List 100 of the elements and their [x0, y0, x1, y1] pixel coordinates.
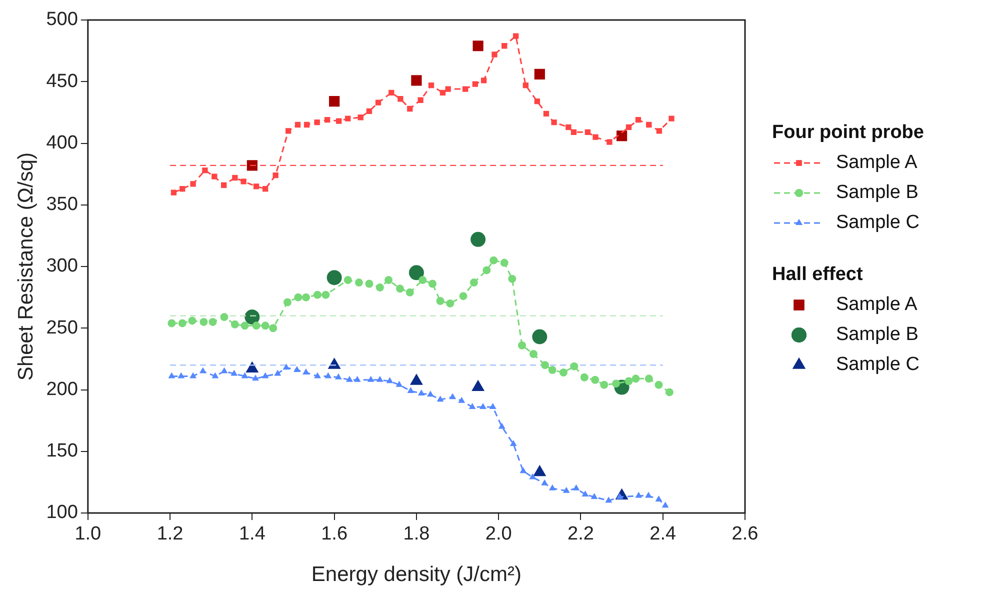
point: [498, 422, 506, 429]
y-tick-label: 200: [46, 378, 78, 400]
point: [582, 490, 589, 497]
point: [334, 373, 342, 380]
point: [624, 377, 633, 386]
x-tick-label: 1.0: [74, 524, 102, 545]
point: [534, 68, 545, 80]
point: [428, 82, 434, 88]
point: [489, 403, 496, 410]
x-tick-label: 2.2: [568, 524, 594, 545]
point: [367, 376, 374, 382]
x-tick-label: 1.8: [403, 524, 430, 545]
point: [212, 372, 219, 378]
point: [662, 502, 669, 508]
point: [543, 110, 550, 116]
y-tick-label: 150: [46, 440, 78, 462]
point: [468, 403, 476, 410]
y-tick-label: 300: [46, 256, 78, 277]
y-tick-label: 450: [46, 70, 78, 92]
point: [202, 168, 208, 174]
point: [180, 186, 186, 192]
point: [440, 90, 446, 96]
point: [656, 128, 662, 134]
point: [324, 372, 332, 378]
y-tick-label: 400: [46, 132, 78, 154]
point: [580, 373, 588, 382]
point: [386, 377, 394, 384]
point: [654, 380, 663, 389]
point: [407, 106, 413, 112]
point: [304, 122, 310, 128]
point: [232, 174, 238, 181]
point: [570, 362, 578, 370]
point: [246, 361, 259, 373]
point: [366, 108, 372, 114]
point: [346, 376, 353, 382]
legend-label: Sample A: [836, 294, 918, 316]
point: [345, 116, 351, 122]
point: [262, 186, 268, 192]
point: [326, 270, 342, 286]
point: [302, 368, 310, 374]
point: [388, 90, 394, 96]
point: [302, 293, 310, 302]
point: [274, 370, 282, 376]
legend-label: Sample C: [836, 354, 920, 376]
point: [592, 134, 598, 140]
point: [635, 117, 642, 123]
point: [282, 364, 290, 370]
point: [293, 366, 300, 372]
y-axis-title: Sheet Resistance (Ω/sq): [14, 152, 38, 381]
point: [612, 380, 620, 388]
point: [408, 265, 424, 280]
point: [436, 297, 444, 306]
point: [354, 278, 363, 287]
point: [540, 361, 549, 370]
point: [384, 276, 393, 284]
y-tick-label: 350: [46, 194, 78, 216]
point: [285, 128, 292, 134]
point: [208, 318, 217, 326]
point: [449, 393, 456, 400]
point: [314, 372, 321, 378]
point: [480, 78, 487, 84]
point: [548, 484, 556, 490]
point: [502, 43, 508, 49]
point: [221, 182, 227, 188]
point: [314, 119, 320, 126]
point: [482, 266, 491, 274]
point: [492, 52, 498, 58]
point: [294, 122, 301, 128]
point: [470, 278, 478, 287]
point: [313, 290, 322, 299]
point: [261, 322, 270, 330]
point: [240, 322, 249, 330]
point: [329, 96, 340, 107]
point: [376, 376, 384, 382]
point: [616, 130, 628, 142]
point: [472, 380, 485, 392]
x-tick-label: 1.6: [321, 524, 348, 545]
legend-label: Sample C: [836, 212, 920, 234]
x-tick-label: 2.6: [732, 524, 758, 545]
point: [626, 124, 632, 130]
point: [407, 386, 414, 393]
point: [436, 396, 444, 402]
legend-title: Four point probe: [772, 122, 924, 144]
point: [665, 388, 674, 396]
point: [230, 320, 239, 328]
point: [283, 298, 292, 306]
point: [322, 290, 330, 299]
point: [200, 318, 208, 326]
x-tick-label: 1.2: [156, 524, 184, 545]
point: [396, 284, 404, 293]
point: [472, 40, 484, 52]
point: [644, 374, 653, 383]
point: [635, 492, 642, 498]
point: [230, 370, 238, 376]
point: [396, 380, 403, 387]
point: [472, 81, 478, 87]
point: [591, 376, 600, 384]
point: [190, 372, 196, 378]
point: [566, 124, 572, 130]
point: [529, 473, 536, 480]
